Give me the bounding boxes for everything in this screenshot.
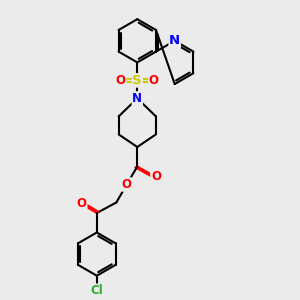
- Text: O: O: [122, 178, 132, 191]
- Text: N: N: [169, 34, 180, 47]
- Text: Cl: Cl: [90, 284, 103, 297]
- Text: N: N: [132, 92, 142, 105]
- Text: O: O: [149, 74, 159, 87]
- Text: S: S: [133, 74, 142, 87]
- Text: O: O: [77, 197, 87, 211]
- Text: O: O: [151, 170, 161, 184]
- Text: O: O: [116, 74, 126, 87]
